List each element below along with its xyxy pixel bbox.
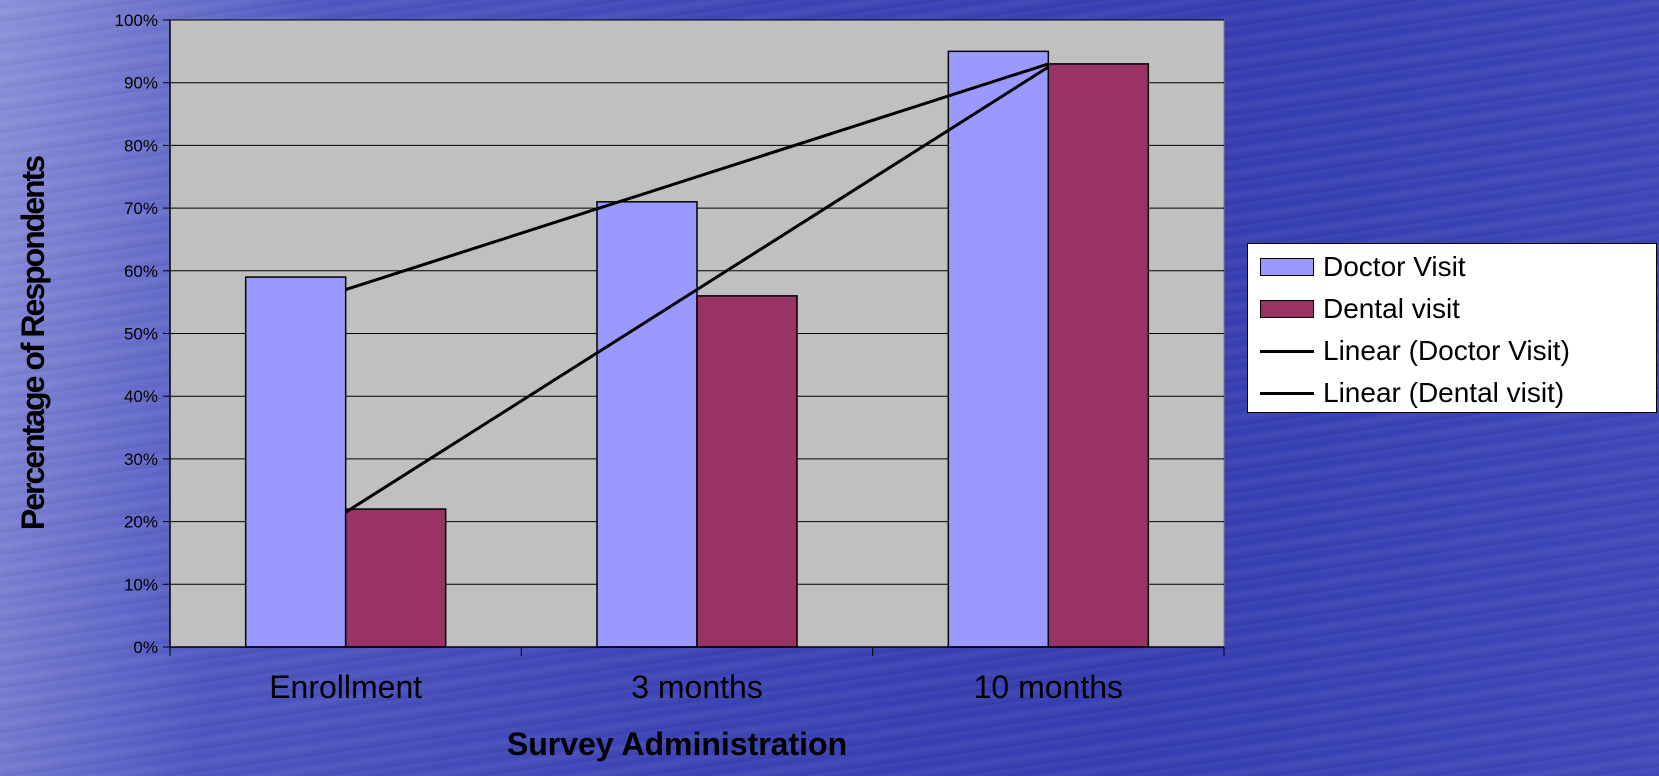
y-tick-label: 50% xyxy=(124,325,158,344)
legend-line-linear-doctor-visit xyxy=(1260,349,1314,353)
legend-label-linear-dental-visit: Linear (Dental visit) xyxy=(1323,377,1565,408)
bar-doctor-visit-enrollment xyxy=(244,276,347,648)
bar-dental-visit-10-months xyxy=(1047,63,1150,648)
y-axis-title: Percentage of Respondents xyxy=(15,156,51,530)
legend-item-doctor-visit: Doctor Visit xyxy=(1260,247,1466,287)
x-axis-title: Survey Administration xyxy=(507,726,847,762)
legend-label-dental-visit: Dental visit xyxy=(1323,293,1460,324)
y-tick-label: 20% xyxy=(124,513,158,532)
trendline-linear-dental-visit xyxy=(344,65,1050,514)
y-tick-label: 0% xyxy=(133,638,158,657)
y-tick-label: 60% xyxy=(124,262,158,281)
x-category-label: 3 months xyxy=(631,669,763,705)
x-category-label: 10 months xyxy=(974,669,1123,705)
legend-label-doctor-visit: Doctor Visit xyxy=(1323,251,1466,282)
x-category-label: Enrollment xyxy=(269,669,422,705)
legend-item-linear-dental-visit: Linear (Dental visit) xyxy=(1260,373,1564,413)
legend-item-linear-doctor-visit: Linear (Doctor Visit) xyxy=(1260,331,1570,371)
x-category-labels: Enrollment 3 months 10 months xyxy=(269,669,1123,705)
legend-line-linear-dental-visit xyxy=(1260,391,1314,395)
trendlines xyxy=(344,62,1050,514)
bar-doctor-visit-3-months xyxy=(596,201,698,648)
legend-label-linear-doctor-visit: Linear (Doctor Visit) xyxy=(1323,335,1570,366)
y-tick-label: 10% xyxy=(124,575,158,594)
legend-item-dental-visit: Dental visit xyxy=(1260,289,1460,329)
bar-dental-visit-enrollment xyxy=(344,508,447,648)
y-tick-label: 30% xyxy=(124,450,158,469)
legend-swatch-doctor-visit xyxy=(1260,258,1314,276)
y-tick-label: 80% xyxy=(124,136,158,155)
y-tick-label: 100% xyxy=(115,11,158,30)
y-tick-label: 70% xyxy=(124,199,158,218)
y-tick-label: 40% xyxy=(124,387,158,406)
trendline-linear-doctor-visit xyxy=(345,62,1049,292)
bar-doctor-visit-10-months xyxy=(947,50,1050,648)
bars xyxy=(244,50,1150,648)
legend-swatch-dental-visit xyxy=(1260,300,1314,318)
legend: Doctor Visit Dental visit Linear (Doctor… xyxy=(1247,243,1657,413)
y-tick-label: 90% xyxy=(124,74,158,93)
bar-dental-visit-3-months xyxy=(696,295,798,648)
y-tick-labels: 0% 10% 20% 30% 40% 50% 60% 70% 80% 90% 100% xyxy=(115,11,170,657)
